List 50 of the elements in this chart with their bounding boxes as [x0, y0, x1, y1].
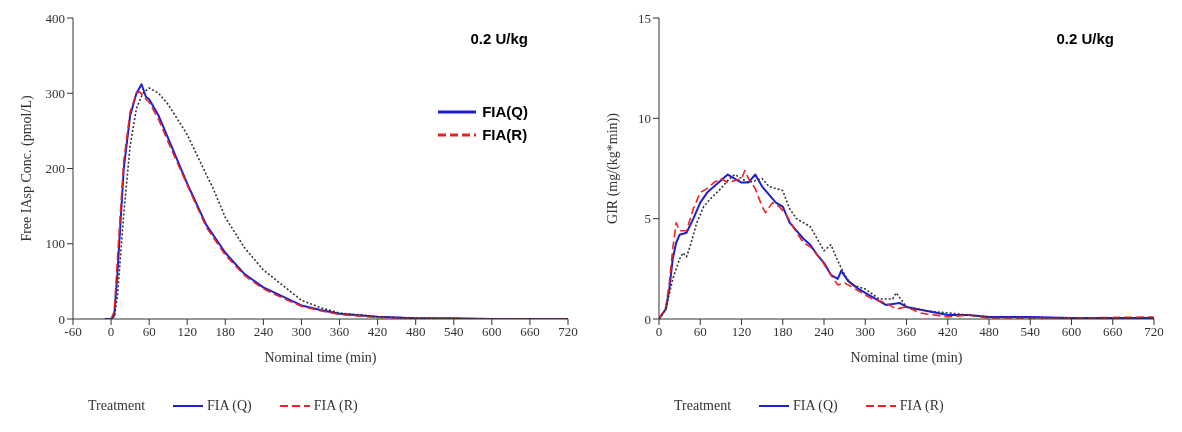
- y-tick-label: 10: [638, 110, 651, 126]
- x-tick-label: 180: [773, 324, 793, 340]
- annotation: 0.2 U/kg: [470, 30, 528, 47]
- x-tick-label: 240: [253, 324, 274, 340]
- legend-label: FIA (Q): [207, 398, 252, 414]
- x-tick-label: 0: [107, 324, 115, 340]
- x-tick-label: 300: [291, 324, 312, 340]
- y-tick-label: 400: [45, 10, 65, 26]
- x-tick-label: 660: [520, 324, 540, 340]
- annotation: FIA(R): [482, 126, 528, 143]
- x-tick-label: 360: [329, 324, 350, 340]
- y-tick-label: 5: [644, 211, 651, 227]
- y-tick-label: 0: [644, 311, 651, 327]
- y-axis-title: Free IAsp Conc. (pmol/L): [18, 95, 35, 242]
- x-tick-label: 180: [215, 324, 236, 340]
- legend-label: FIA (Q): [793, 398, 838, 414]
- legend-label: FIA (R): [899, 398, 944, 414]
- x-tick-label: 60: [142, 324, 156, 340]
- y-tick-label: 15: [638, 10, 651, 26]
- x-tick-label: 540: [444, 324, 464, 340]
- x-tick-label: 600: [482, 324, 502, 340]
- x-tick-label: 120: [731, 324, 752, 340]
- x-tick-label: 540: [1020, 324, 1040, 340]
- y-axis-title: GIR (mg/(kg*min)): [604, 112, 621, 224]
- x-tick-label: 480: [405, 324, 426, 340]
- x-tick-label: 420: [938, 324, 958, 340]
- y-tick-label: 200: [45, 161, 65, 177]
- x-tick-label: 660: [1103, 324, 1123, 340]
- x-tick-label: 300: [855, 324, 875, 340]
- x-tick-label: 720: [1144, 324, 1164, 340]
- annotation: FIA(Q): [482, 103, 528, 120]
- y-tick-label: 100: [45, 236, 65, 252]
- x-tick-label: 480: [979, 324, 999, 340]
- x-tick-label: -60: [64, 324, 82, 340]
- legend-title: Treatment: [674, 398, 732, 414]
- x-tick-label: 360: [896, 324, 917, 340]
- x-tick-label: 120: [177, 324, 197, 340]
- x-axis-title: Nominal time (min): [264, 350, 377, 366]
- y-tick-label: 0: [58, 311, 65, 327]
- x-tick-label: 0: [655, 324, 663, 340]
- annotation: 0.2 U/kg: [1056, 30, 1114, 47]
- x-tick-label: 60: [693, 324, 707, 340]
- x-tick-label: 600: [1061, 324, 1082, 340]
- x-tick-label: 720: [558, 324, 578, 340]
- legend-label: FIA (R): [313, 398, 358, 414]
- x-tick-label: 240: [814, 324, 834, 340]
- legend-title: Treatment: [88, 398, 146, 414]
- x-axis-title: Nominal time (min): [850, 350, 963, 366]
- y-tick-label: 300: [45, 85, 65, 101]
- x-tick-label: 420: [367, 324, 388, 340]
